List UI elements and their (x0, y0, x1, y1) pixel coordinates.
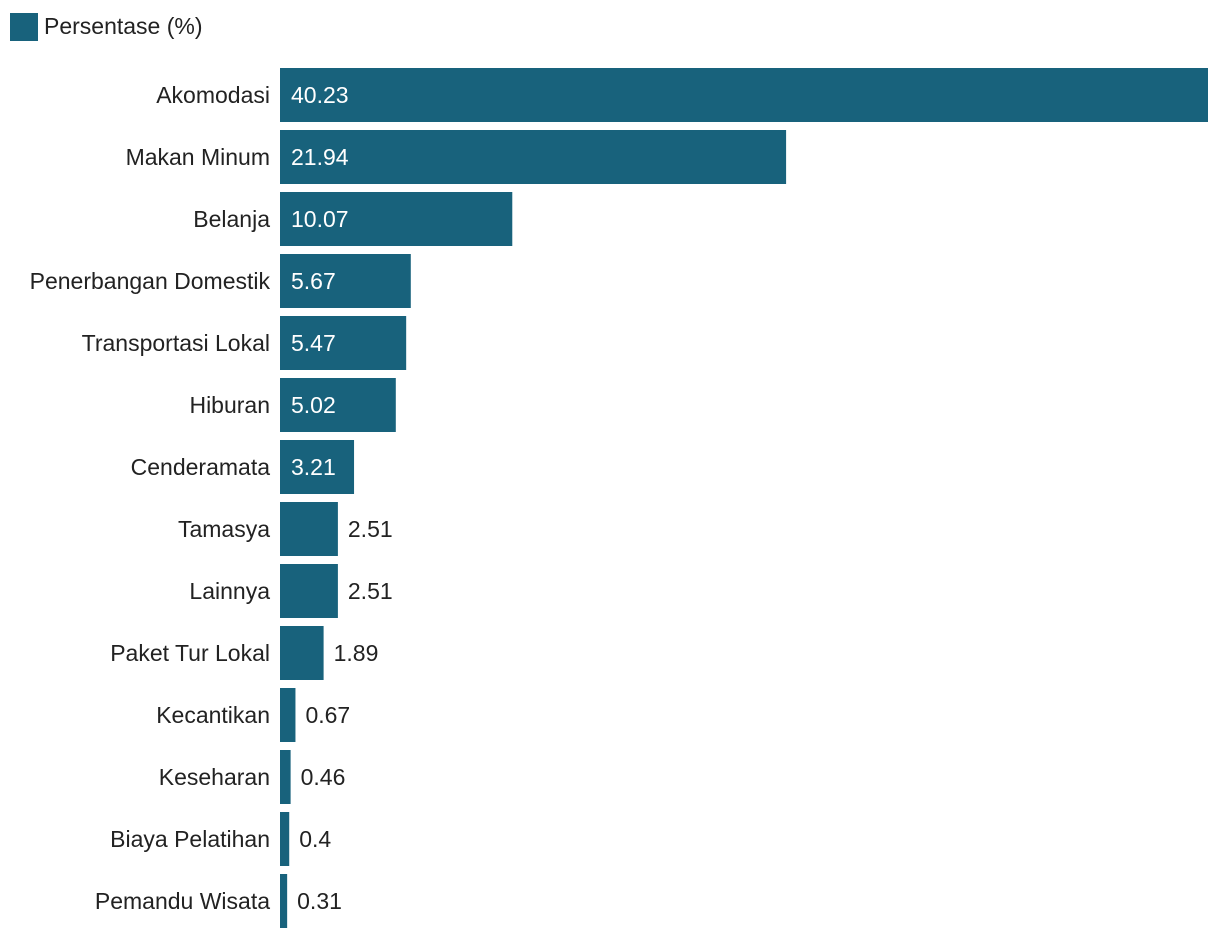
category-label: Belanja (193, 206, 270, 232)
data-label: 5.67 (291, 268, 336, 294)
bar (280, 378, 396, 432)
category-label: Biaya Pelatihan (110, 826, 270, 852)
data-label: 0.31 (297, 888, 342, 914)
data-label: 40.23 (291, 82, 349, 108)
legend: Persentase (%) (10, 13, 203, 41)
category-label: Paket Tur Lokal (110, 640, 270, 666)
bar (280, 564, 338, 618)
data-label: 10.07 (291, 206, 349, 232)
category-labels: Akomodasi Makan Minum Belanja Penerbangan D… (30, 82, 271, 914)
bar (280, 688, 296, 742)
data-label: 0.46 (301, 764, 346, 790)
category-label: Tamasya (178, 516, 270, 542)
bar (280, 626, 324, 680)
category-label: Akomodasi (156, 82, 270, 108)
legend-swatch (10, 13, 38, 41)
data-label: 21.94 (291, 144, 349, 170)
category-label: Transportasi Lokal (82, 330, 270, 356)
data-label: 1.89 (334, 640, 379, 666)
bar (280, 254, 411, 308)
data-label: 2.51 (348, 578, 393, 604)
bar (280, 192, 513, 246)
bar (280, 874, 288, 928)
bar (280, 130, 787, 184)
data-label: 2.51 (348, 516, 393, 542)
category-label: Kecantikan (156, 702, 270, 728)
legend-label: Persentase (%) (44, 13, 203, 39)
category-label: Makan Minum (126, 144, 270, 170)
bar (280, 68, 1208, 122)
data-label: 5.02 (291, 392, 336, 418)
data-label: 3.21 (291, 454, 336, 480)
data-label: 0.67 (305, 702, 350, 728)
bar (280, 750, 291, 804)
data-label: 0.4 (299, 826, 331, 852)
bar (280, 316, 407, 370)
category-label: Cenderamata (131, 454, 271, 480)
category-label: Pemandu Wisata (95, 888, 270, 914)
category-label: Lainnya (189, 578, 270, 604)
bar (280, 440, 355, 494)
data-labels: 40.23 21.94 10.07 5.67 5.47 5.02 3.21 2.51 2.51 1… (291, 82, 393, 914)
bar (280, 812, 290, 866)
bars (280, 68, 1208, 928)
category-label: Penerbangan Domestik (30, 268, 271, 294)
category-label: Hiburan (189, 392, 270, 418)
data-label: 5.47 (291, 330, 336, 356)
category-label: Keseharan (159, 764, 270, 790)
bar (280, 502, 338, 556)
